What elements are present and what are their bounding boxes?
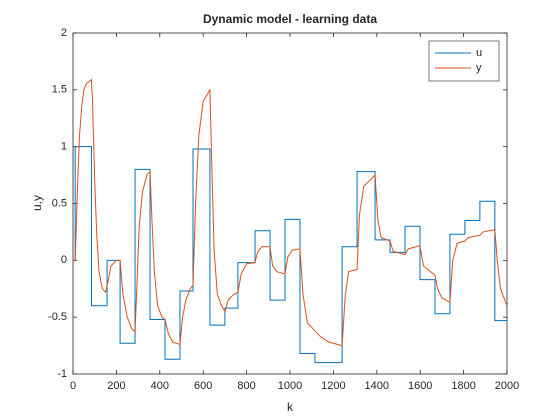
legend-label: u <box>476 47 482 59</box>
x-tick-label: 1600 <box>408 380 432 392</box>
x-axis-label: k <box>287 400 294 414</box>
y-tick-label: 0 <box>61 254 67 266</box>
chart-title: Dynamic model - learning data <box>203 12 377 26</box>
x-tick-label: 1000 <box>278 380 302 392</box>
y-tick-label: 1 <box>61 141 67 153</box>
y-tick-label: 1.5 <box>52 84 67 96</box>
legend-box <box>428 40 500 82</box>
legend-label: y <box>476 62 482 74</box>
x-tick-label: 800 <box>237 380 255 392</box>
x-tick-label: 2000 <box>495 380 519 392</box>
x-tick-label: 1400 <box>365 380 389 392</box>
y-tick-label: -1 <box>57 368 67 380</box>
y-tick-label: -0.5 <box>48 311 67 323</box>
y-tick-label: 2 <box>61 27 67 39</box>
y-axis-label: u,y <box>30 195 44 211</box>
x-tick-label: 600 <box>194 380 212 392</box>
x-tick-label: 200 <box>107 380 125 392</box>
x-tick-label: 1800 <box>451 380 475 392</box>
plot-area <box>72 32 508 375</box>
x-tick-label: 0 <box>70 380 76 392</box>
line-0 <box>73 146 507 364</box>
line-1 <box>73 78 508 347</box>
x-tick-label: 400 <box>151 380 169 392</box>
y-tick-label: 0.5 <box>52 197 67 209</box>
x-tick-label: 1200 <box>321 380 345 392</box>
